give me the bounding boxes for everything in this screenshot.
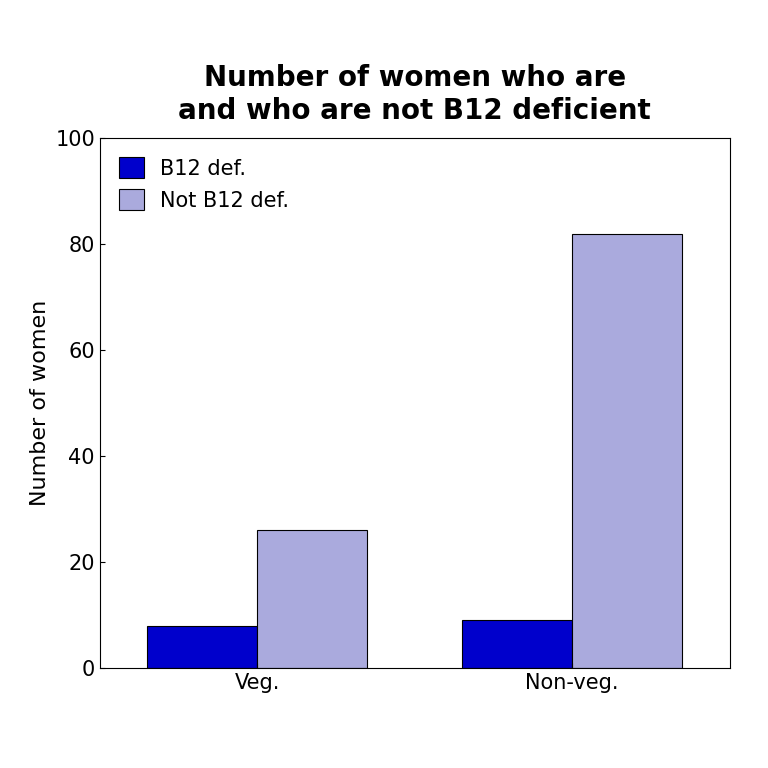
Bar [462, 621, 572, 668]
Bar [257, 531, 367, 668]
Bar [147, 626, 257, 668]
Legend: B12 def., Not B12 def.: B12 def., Not B12 def. [111, 149, 297, 219]
Bar [572, 233, 682, 668]
Y-axis label: Number of women: Number of women [30, 300, 50, 506]
Title: Number of women who are
and who are not B12 deficient: Number of women who are and who are not … [178, 65, 651, 124]
